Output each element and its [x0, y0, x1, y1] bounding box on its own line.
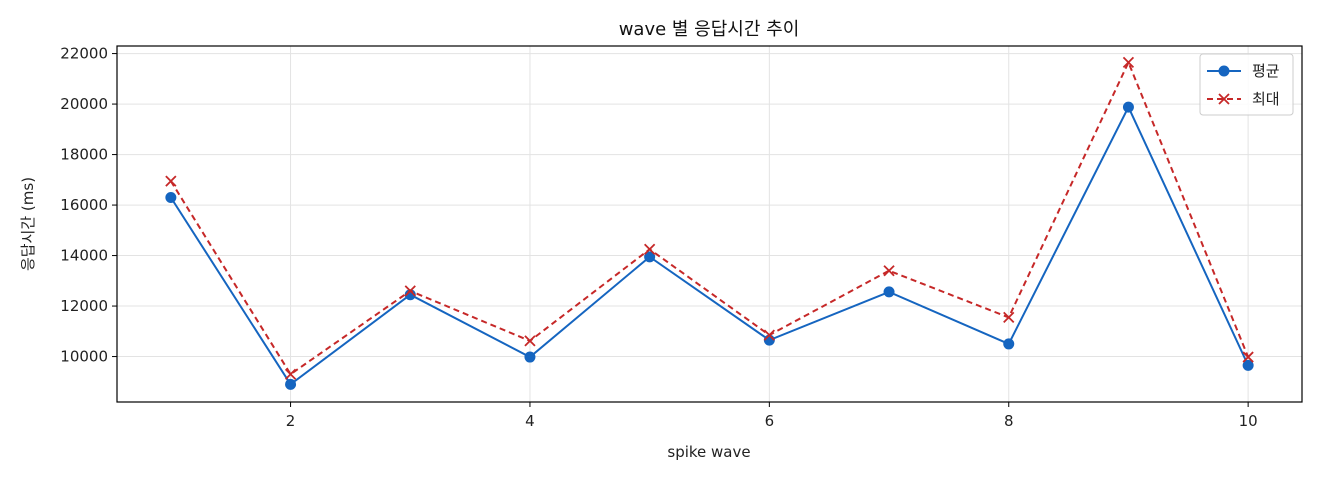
legend-item-max: 최대 — [1207, 90, 1280, 108]
legend-label-avg: 평균 — [1252, 62, 1280, 80]
legend-item-avg: 평균 — [1207, 62, 1280, 80]
y-axis-title: 응답시간 (ms) — [19, 177, 37, 271]
x-axis-title: spike wave — [667, 443, 750, 461]
series-max — [165, 56, 1254, 380]
data-point-max — [883, 265, 895, 277]
x-tick-label: 4 — [525, 412, 535, 430]
data-point-avg — [1003, 338, 1015, 350]
x-marker-stroke — [404, 285, 416, 297]
data-point-max — [404, 285, 416, 297]
data-point-avg — [524, 351, 536, 363]
data-point-avg — [644, 251, 656, 263]
data-point-max — [524, 335, 536, 347]
data-point-max — [1242, 351, 1254, 363]
plot-frame — [116, 45, 1303, 403]
chart-title: wave 별 응답시간 추이 — [619, 19, 800, 40]
legend-marker-max — [1218, 93, 1230, 105]
data-point-avg — [1242, 359, 1254, 371]
x-marker-stroke — [1218, 93, 1230, 105]
data-point-avg — [165, 191, 177, 203]
x-marker-stroke — [644, 243, 656, 255]
data-point-max — [644, 243, 656, 255]
x-tick-label: 10 — [1239, 412, 1258, 430]
y-tick-label: 18000 — [60, 146, 108, 164]
series-line-avg — [170, 104, 1250, 386]
data-point-avg — [883, 286, 895, 298]
data-point-avg — [1122, 101, 1134, 113]
series-layer — [165, 56, 1254, 390]
x-marker-stroke — [165, 175, 177, 187]
x-marker-stroke — [284, 368, 297, 380]
x-tick-label: 2 — [286, 412, 296, 430]
data-point-max — [1122, 56, 1135, 69]
y-tick-label: 22000 — [60, 45, 108, 63]
data-point-avg — [763, 334, 775, 346]
x-tick-label: 8 — [1004, 412, 1014, 430]
data-point-max — [763, 329, 775, 341]
legend-label-max: 최대 — [1252, 90, 1280, 108]
x-marker-stroke — [1122, 56, 1135, 69]
x-marker-stroke — [1242, 351, 1254, 363]
data-point-max — [1003, 311, 1015, 324]
tick-layer: 2 4 6 8 10 10000 12000 14000 16000 18000 20000 2200… — [60, 45, 1257, 430]
x-marker-stroke — [524, 335, 536, 347]
data-point-max — [284, 368, 297, 380]
y-tick-label: 16000 — [60, 196, 108, 214]
series-line-max — [170, 59, 1250, 376]
y-tick-label: 14000 — [60, 247, 108, 265]
y-tick-label: 12000 — [60, 297, 108, 315]
x-marker-stroke — [763, 329, 775, 341]
data-point-max — [165, 175, 177, 187]
legend-marker-avg — [1218, 65, 1230, 77]
x-tick-label: 6 — [765, 412, 775, 430]
x-marker-stroke — [1003, 311, 1015, 324]
x-marker-stroke — [883, 265, 895, 277]
data-point-avg — [285, 378, 297, 390]
y-tick-label: 10000 — [60, 348, 108, 366]
y-tick-label: 20000 — [60, 95, 108, 113]
